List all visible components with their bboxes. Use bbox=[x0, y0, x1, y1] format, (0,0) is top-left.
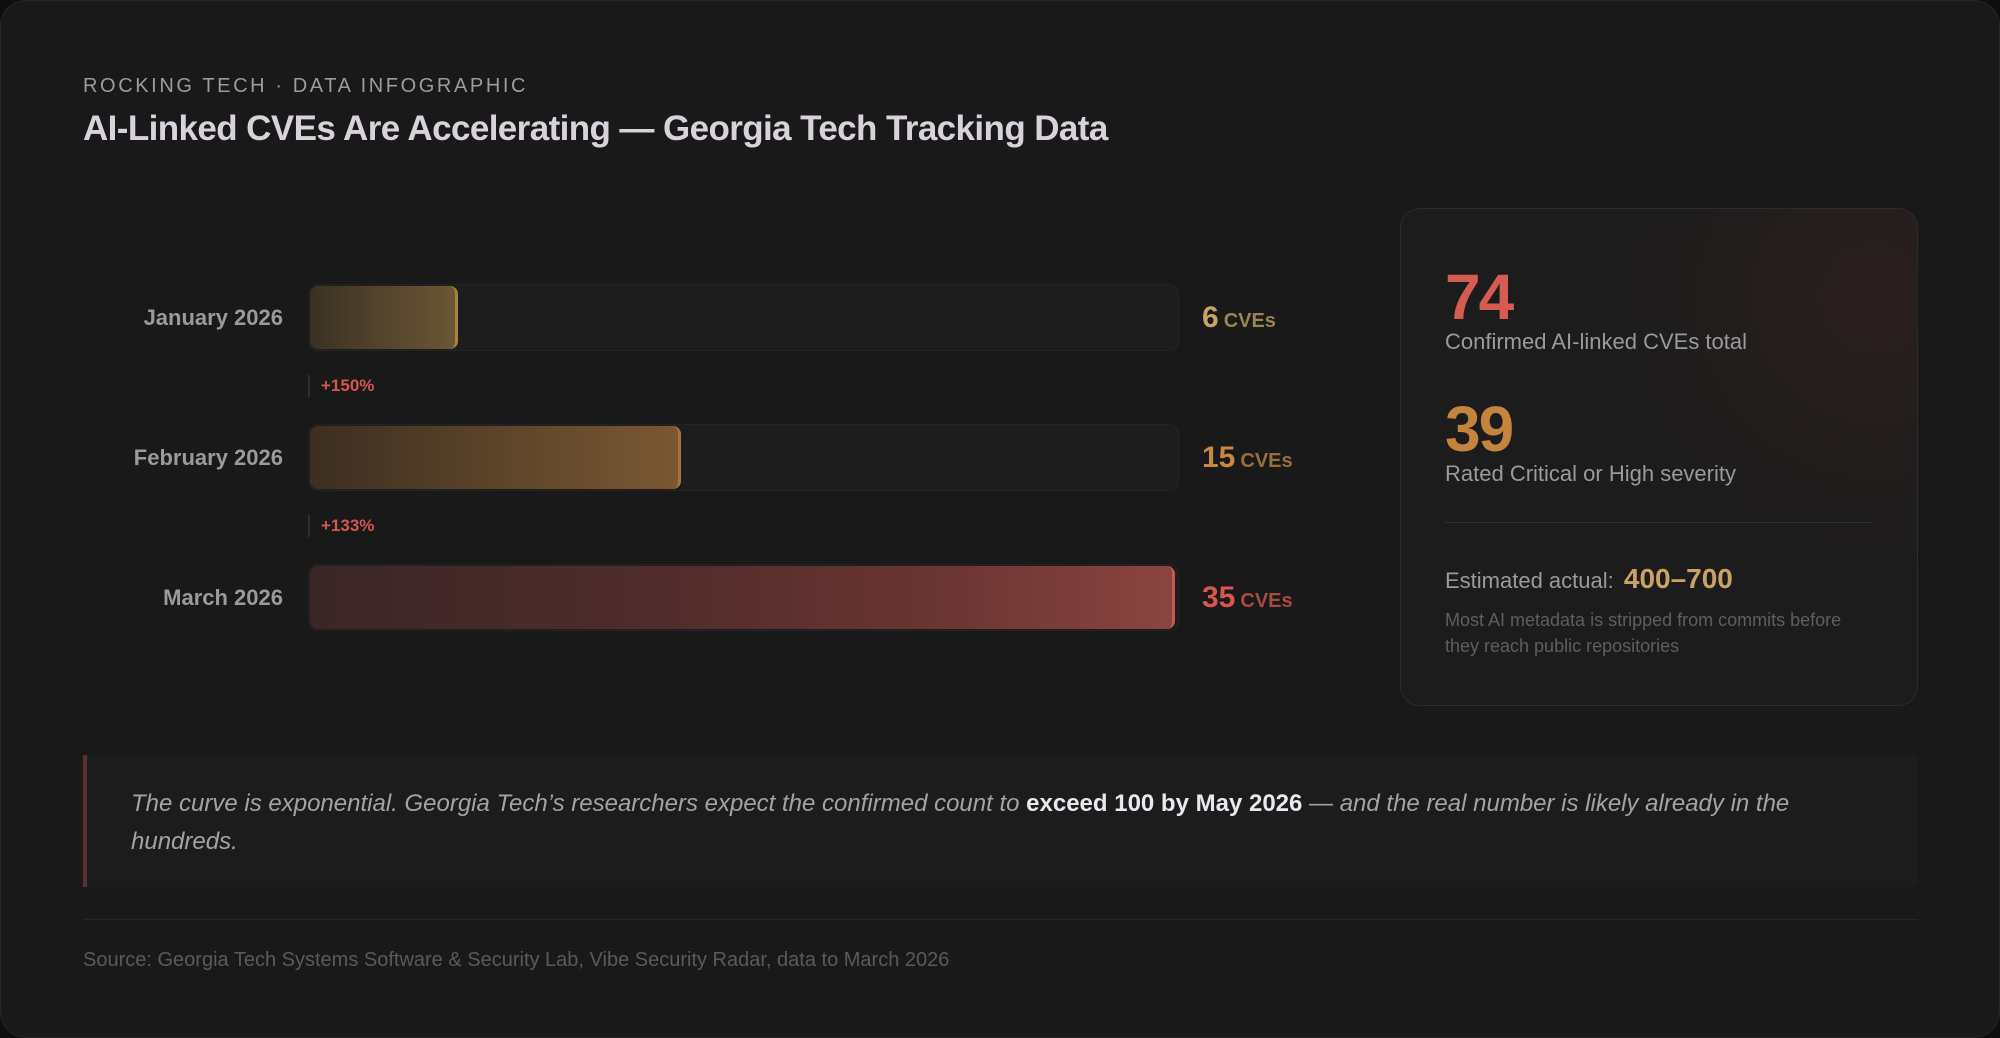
bar-row-february: February 2026 15 CVEs bbox=[1, 424, 1341, 491]
bar-value: 6 CVEs bbox=[1202, 284, 1276, 351]
bar-value-number: 15 bbox=[1202, 441, 1236, 474]
source-citation: Source: Georgia Tech Systems Software & … bbox=[83, 949, 950, 971]
footer-divider bbox=[83, 919, 1918, 920]
stat-total-label: Confirmed AI-linked CVEs total bbox=[1445, 329, 1748, 354]
bar-value-unit: CVEs bbox=[1240, 450, 1293, 472]
bar-value-unit: CVEs bbox=[1240, 590, 1293, 612]
eyebrow-label: ROCKING TECH · DATA INFOGRAPHIC bbox=[83, 75, 529, 97]
bar-row-march: March 2026 35 CVEs bbox=[1, 564, 1341, 631]
bar-value: 35 CVEs bbox=[1202, 564, 1293, 631]
quote-before: The curve is exponential. Georgia Tech’s… bbox=[131, 790, 1027, 817]
bar-fill bbox=[310, 286, 458, 349]
bar-value-unit: CVEs bbox=[1223, 310, 1276, 332]
quote-emphasis: exceed 100 by May 2026 bbox=[1026, 790, 1303, 817]
bar-label: January 2026 bbox=[143, 305, 283, 330]
bar-value-number: 6 bbox=[1202, 301, 1219, 334]
quote-text: The curve is exponential. Georgia Tech’s… bbox=[131, 785, 1858, 861]
growth-delta: +133% bbox=[308, 515, 374, 537]
card-divider bbox=[1445, 522, 1873, 523]
bar-fill bbox=[310, 426, 682, 489]
estimate-note: Most AI metadata is stripped from commit… bbox=[1445, 610, 1842, 656]
estimate-range: 400–700 bbox=[1623, 563, 1733, 594]
growth-delta: +150% bbox=[308, 375, 374, 397]
stats-card: 74 Confirmed AI-linked CVEs total 39 Rat… bbox=[1400, 208, 1918, 706]
callout-quote: The curve is exponential. Georgia Tech’s… bbox=[83, 755, 1918, 887]
bar-track bbox=[308, 424, 1179, 491]
quote-after: — and the real number is likely already … bbox=[131, 790, 1790, 855]
stat-total-number: 74 bbox=[1445, 261, 1514, 333]
page-title: AI-Linked CVEs Are Accelerating — Georgi… bbox=[83, 109, 1108, 148]
stat-severe-label: Rated Critical or High severity bbox=[1445, 461, 1736, 486]
stat-severe-number: 39 bbox=[1445, 393, 1514, 465]
bar-fill bbox=[310, 566, 1175, 629]
estimate-label: Estimated actual: bbox=[1445, 568, 1614, 593]
bar-value: 15 CVEs bbox=[1202, 424, 1293, 491]
bar-track bbox=[308, 564, 1179, 631]
estimate-line: Estimated actual: 400–700 bbox=[1445, 563, 1733, 595]
bar-track bbox=[308, 284, 1179, 351]
bar-label: February 2026 bbox=[133, 445, 283, 470]
bar-row-january: January 2026 6 CVEs bbox=[1, 284, 1341, 351]
bar-value-number: 35 bbox=[1202, 581, 1236, 614]
bar-label: March 2026 bbox=[163, 585, 283, 610]
